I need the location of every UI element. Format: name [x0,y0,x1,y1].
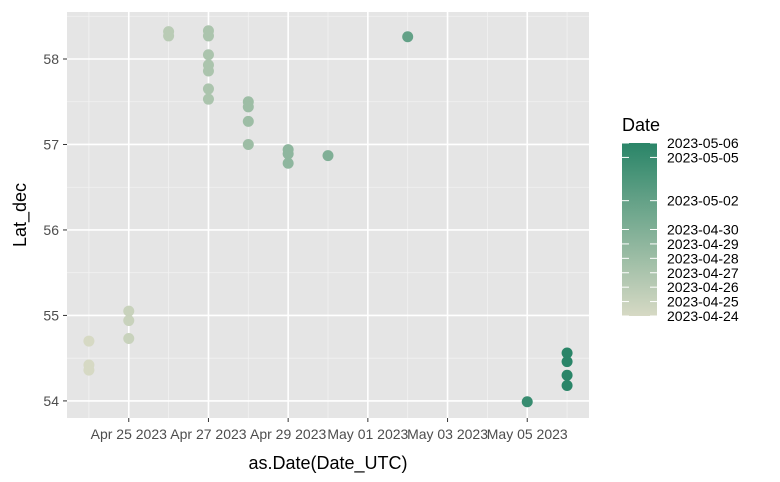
x-tick-label: May 05 2023 [487,426,568,442]
y-axis-ticks: 54 55 56 57 58 [43,51,67,409]
data-point [242,138,254,150]
data-point [561,347,573,359]
y-axis-title: Lat_dec [10,183,31,247]
legend-label: 2023-05-02 [667,193,739,209]
legend-label: 2023-04-30 [667,222,739,238]
y-tick-label: 56 [43,222,59,238]
data-point [561,369,573,381]
data-point [83,335,95,347]
data-point [521,396,533,408]
x-tick-label: Apr 29 2023 [250,426,326,442]
data-point [123,333,135,345]
data-point [322,150,334,162]
legend-label: 2023-05-05 [667,149,739,165]
data-point [561,356,573,368]
data-point [202,30,214,42]
data-point [83,364,95,376]
data-point [202,93,214,105]
data-point [123,305,135,317]
data-point [282,148,294,160]
legend-label: 2023-04-28 [667,250,739,266]
x-tick-label: Apr 27 2023 [170,426,246,442]
data-point [242,101,254,113]
legend-label: 2023-04-25 [667,294,739,310]
data-point [202,49,214,61]
data-points [83,25,573,408]
data-point [561,380,573,392]
y-tick-label: 57 [43,136,59,152]
data-point [242,115,254,127]
legend-label: 2023-04-24 [667,308,739,324]
y-tick-label: 58 [43,51,59,67]
legend: Date 2023-05-062023-05-052023-05-022023-… [622,115,739,324]
data-point [282,157,294,169]
legend-label: 2023-04-29 [667,236,739,252]
data-point [123,315,135,327]
x-tick-label: May 01 2023 [327,426,408,442]
legend-label: 2023-04-26 [667,279,739,295]
legend-label: 2023-04-27 [667,265,739,281]
legend-label: 2023-05-06 [667,135,739,151]
x-axis-title: as.Date(Date_UTC) [248,453,407,474]
x-tick-label: Apr 25 2023 [91,426,167,442]
y-tick-label: 54 [43,393,59,409]
data-point [202,65,214,77]
y-tick-label: 55 [43,307,59,323]
major-gridlines [67,12,589,418]
x-axis-ticks: Apr 25 2023 Apr 27 2023 Apr 29 2023 May 01 … [91,418,568,442]
data-point [163,30,175,42]
legend-title: Date [622,115,660,135]
data-point [402,31,414,43]
data-point [202,83,214,95]
x-tick-label: May 03 2023 [407,426,488,442]
